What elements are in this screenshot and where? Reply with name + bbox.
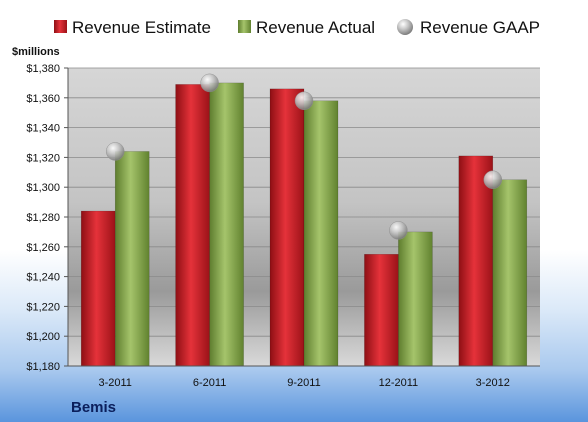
y-tick-label: $1,280: [26, 212, 60, 224]
company-name: Bemis: [71, 399, 116, 416]
legend-swatch-estimate: [54, 20, 67, 33]
y-tick-label: $1,360: [26, 93, 60, 105]
bar-revenue-estimate: [175, 84, 210, 367]
x-tick-label: 6-2011: [193, 377, 226, 389]
x-axis-ticks: 3-2011 6-2011 9-2011 12-2011 3-2012: [98, 377, 509, 389]
x-tick-label: 9-2011: [287, 377, 320, 389]
y-tick-label: $1,320: [26, 152, 60, 164]
bar-revenue-actual: [209, 82, 244, 367]
bar-revenue-estimate: [80, 210, 116, 367]
x-tick-label: 3-2011: [98, 377, 131, 389]
marker-revenue-gaap: [389, 221, 408, 240]
y-tick-label: $1,340: [26, 123, 60, 135]
legend-swatch-actual: [238, 20, 251, 33]
legend: Revenue Estimate Revenue Actual Revenue …: [54, 18, 540, 37]
legend-label-actual: Revenue Actual: [256, 18, 375, 37]
x-tick-label: 12-2011: [379, 377, 419, 389]
legend-marker-gaap: [397, 19, 413, 35]
marker-revenue-gaap: [105, 142, 125, 161]
y-tick-label: $1,260: [26, 242, 60, 254]
bar-revenue-actual: [114, 151, 150, 367]
y-axis-unit-label: $millions: [12, 46, 60, 58]
y-tick-label: $1,220: [26, 301, 60, 313]
bar-revenue-estimate: [458, 155, 494, 367]
bar-revenue-estimate: [269, 88, 305, 367]
x-tick-label: 3-2012: [476, 377, 510, 389]
y-tick-label: $1,380: [26, 63, 60, 75]
legend-item-gaap: Revenue GAAP: [397, 18, 540, 37]
bar-revenue-estimate: [364, 254, 399, 367]
legend-item-actual: Revenue Actual: [238, 18, 375, 37]
bar-revenue-actual: [303, 100, 339, 367]
marker-revenue-gaap: [483, 170, 503, 189]
bar-revenue-actual: [398, 231, 433, 367]
y-tick-label: $1,240: [26, 272, 60, 284]
y-tick-label: $1,200: [26, 331, 60, 343]
y-axis-ticks: $1,180 $1,200 $1,220 $1,240 $1,260 $1,280 $1,3…: [26, 63, 68, 373]
legend-item-estimate: Revenue Estimate: [54, 18, 211, 37]
marker-revenue-gaap: [200, 73, 219, 93]
legend-label-estimate: Revenue Estimate: [72, 18, 211, 37]
y-tick-label: $1,300: [26, 182, 60, 194]
gaap-markers: [105, 73, 503, 240]
bar-revenue-actual: [492, 179, 528, 367]
legend-label-gaap: Revenue GAAP: [420, 18, 540, 37]
bars: [80, 82, 528, 367]
marker-revenue-gaap: [294, 91, 314, 111]
y-tick-label: $1,180: [26, 361, 60, 373]
